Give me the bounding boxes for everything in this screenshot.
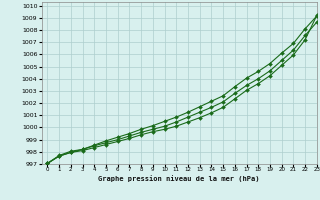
X-axis label: Graphe pression niveau de la mer (hPa): Graphe pression niveau de la mer (hPa) (99, 175, 260, 182)
